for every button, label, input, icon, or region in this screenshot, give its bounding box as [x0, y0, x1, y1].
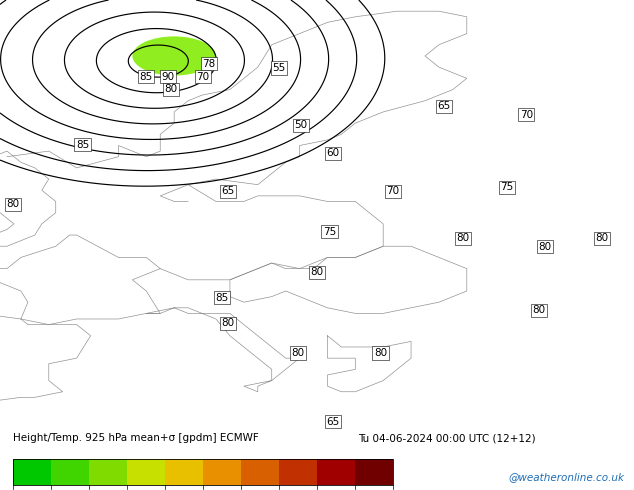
- Text: 70: 70: [387, 186, 399, 196]
- Text: Height/Temp. 925 hPa mean+σ [gpdm] ECMWF: Height/Temp. 925 hPa mean+σ [gpdm] ECMWF: [13, 433, 259, 443]
- Text: 80: 80: [165, 84, 178, 94]
- Text: 85: 85: [76, 140, 89, 149]
- Text: 80: 80: [292, 348, 304, 358]
- Text: 80: 80: [311, 267, 323, 277]
- Text: 80: 80: [222, 318, 235, 328]
- Text: 65: 65: [327, 417, 339, 427]
- Text: 75: 75: [323, 227, 336, 237]
- FancyBboxPatch shape: [355, 459, 393, 485]
- Text: 80: 80: [533, 305, 545, 316]
- Text: 80: 80: [539, 242, 552, 252]
- Text: 85: 85: [139, 72, 152, 81]
- FancyBboxPatch shape: [241, 459, 279, 485]
- FancyBboxPatch shape: [127, 459, 165, 485]
- Text: 60: 60: [327, 148, 339, 158]
- FancyBboxPatch shape: [51, 459, 89, 485]
- Text: 80: 80: [6, 199, 19, 209]
- Text: @weatheronline.co.uk: @weatheronline.co.uk: [508, 472, 624, 482]
- Text: 55: 55: [273, 63, 285, 73]
- FancyBboxPatch shape: [317, 459, 355, 485]
- FancyBboxPatch shape: [89, 459, 127, 485]
- Text: 75: 75: [501, 182, 514, 192]
- Text: Tu 04-06-2024 00:00 UTC (12+12): Tu 04-06-2024 00:00 UTC (12+12): [358, 433, 536, 443]
- Text: 80: 80: [596, 233, 609, 243]
- Text: 90: 90: [162, 72, 174, 81]
- Text: 85: 85: [216, 293, 228, 303]
- FancyBboxPatch shape: [203, 459, 241, 485]
- Text: 80: 80: [456, 233, 469, 243]
- Text: 70: 70: [197, 72, 209, 81]
- FancyBboxPatch shape: [165, 459, 203, 485]
- FancyBboxPatch shape: [279, 459, 317, 485]
- Text: 80: 80: [374, 348, 387, 358]
- Text: 50: 50: [295, 121, 307, 130]
- Text: 65: 65: [222, 186, 235, 196]
- Ellipse shape: [133, 36, 216, 75]
- Text: 65: 65: [437, 101, 450, 111]
- Text: 70: 70: [520, 110, 533, 120]
- Text: 78: 78: [203, 59, 216, 69]
- FancyBboxPatch shape: [13, 459, 51, 485]
